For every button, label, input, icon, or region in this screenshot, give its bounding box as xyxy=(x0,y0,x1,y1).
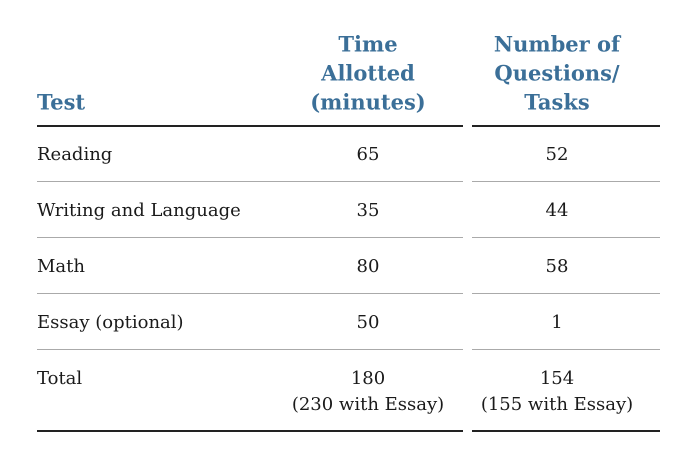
header-cell: Tasks xyxy=(524,89,590,115)
table-cell: Essay (optional) xyxy=(37,312,184,333)
row-rule xyxy=(472,349,660,350)
row-rule xyxy=(37,293,463,294)
table-cell: Reading xyxy=(37,144,113,165)
row-rule xyxy=(472,181,660,182)
table-cell: 180 xyxy=(350,368,386,389)
header-cell: Questions/ xyxy=(494,60,620,86)
table-cell: 35 xyxy=(356,200,380,221)
header-cell: Allotted xyxy=(321,60,415,86)
table-cell: Math xyxy=(37,256,85,277)
row-rule xyxy=(37,181,463,182)
row-rule xyxy=(472,237,660,238)
bottom-rule xyxy=(472,430,660,432)
table-cell: 58 xyxy=(545,256,569,277)
table-cell: 44 xyxy=(545,200,569,221)
table-cell: 80 xyxy=(356,256,380,277)
table-cell: Total xyxy=(37,368,83,389)
row-rule xyxy=(472,293,660,294)
table-cell: 1 xyxy=(551,312,563,333)
header-cell: (minutes) xyxy=(310,89,426,115)
bottom-rule xyxy=(37,430,463,432)
table-cell: 50 xyxy=(356,312,380,333)
table-cell: 52 xyxy=(545,144,569,165)
table-cell: (230 with Essay) xyxy=(291,394,445,415)
header-cell: Time xyxy=(338,31,398,57)
header-cell: Number of xyxy=(493,31,621,57)
header-cell: Test xyxy=(37,89,86,115)
row-rule xyxy=(37,237,463,238)
header-rule xyxy=(37,125,463,127)
header-rule xyxy=(472,125,660,127)
table-cell: 65 xyxy=(356,144,380,165)
row-rule xyxy=(37,349,463,350)
table-cell: (155 with Essay) xyxy=(480,394,634,415)
table-cell: Writing and Language xyxy=(37,200,241,221)
table-cell: 154 xyxy=(539,368,575,389)
